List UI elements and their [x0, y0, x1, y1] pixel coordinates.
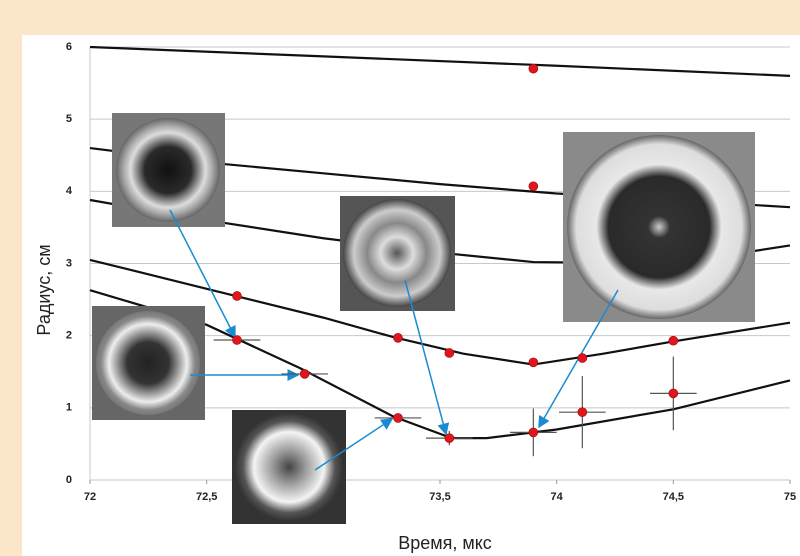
data-point — [529, 428, 538, 437]
inset-ring — [567, 135, 751, 319]
x-tick-label: 72 — [84, 491, 96, 503]
data-point — [529, 182, 538, 191]
data-point — [578, 354, 587, 363]
data-point — [300, 369, 309, 378]
x-axis-label: Время, мкс — [398, 533, 492, 553]
y-tick-label: 2 — [66, 330, 72, 342]
y-tick-label: 6 — [66, 41, 72, 53]
y-tick-label: 5 — [66, 113, 72, 125]
inset-ring — [235, 413, 343, 521]
x-tick-label: 73,5 — [429, 491, 450, 503]
data-point — [394, 333, 403, 342]
x-tick-label: 74,5 — [663, 491, 684, 503]
data-point — [394, 413, 403, 422]
data-point — [233, 335, 242, 344]
data-point — [529, 358, 538, 367]
inset-ring — [343, 199, 451, 307]
x-tick-label: 75 — [784, 491, 796, 503]
chart: 01234567272,57373,57474,575 Время, мкс Р… — [0, 0, 800, 556]
data-point — [445, 348, 454, 357]
y-tick-label: 3 — [66, 257, 72, 269]
data-point — [529, 64, 538, 73]
data-point — [445, 434, 454, 443]
y-tick-label: 4 — [66, 185, 73, 197]
page: 01234567272,57373,57474,575 Время, мкс Р… — [0, 0, 800, 556]
y-axis-label: Радиус, см — [34, 244, 54, 335]
data-point — [233, 291, 242, 300]
data-point — [669, 389, 678, 398]
x-tick-label: 72,5 — [196, 491, 217, 503]
data-point — [669, 336, 678, 345]
x-tick-label: 74 — [551, 491, 564, 503]
y-tick-label: 0 — [66, 474, 72, 486]
inset-ring — [116, 118, 220, 222]
inset-ring — [96, 311, 200, 415]
data-point — [578, 408, 587, 417]
y-tick-label: 1 — [66, 402, 72, 414]
